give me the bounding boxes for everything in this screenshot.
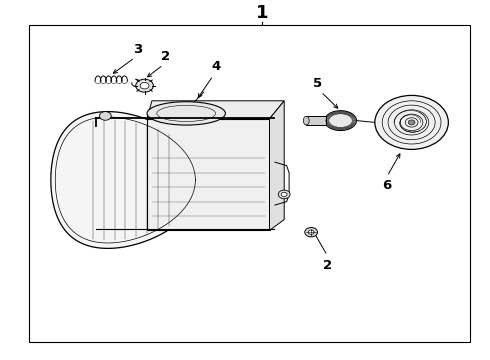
Circle shape — [305, 228, 318, 237]
Circle shape — [278, 190, 290, 199]
Circle shape — [99, 112, 111, 120]
Ellipse shape — [324, 111, 356, 131]
Text: 4: 4 — [211, 60, 220, 73]
Text: 6: 6 — [383, 179, 392, 192]
Text: 1: 1 — [256, 4, 269, 22]
Text: 2: 2 — [323, 259, 332, 272]
Polygon shape — [270, 101, 284, 230]
Circle shape — [140, 82, 149, 89]
Polygon shape — [147, 101, 284, 119]
Ellipse shape — [147, 102, 225, 125]
Bar — [29, 25, 470, 342]
Text: 5: 5 — [313, 77, 322, 90]
Circle shape — [281, 192, 287, 197]
Bar — [147, 119, 270, 230]
Circle shape — [408, 120, 415, 125]
Circle shape — [375, 95, 448, 149]
Text: 3: 3 — [133, 43, 142, 56]
Bar — [306, 116, 326, 125]
Circle shape — [136, 79, 153, 92]
Ellipse shape — [303, 116, 309, 125]
Text: 2: 2 — [161, 50, 170, 63]
Polygon shape — [51, 112, 203, 248]
Circle shape — [308, 230, 314, 234]
